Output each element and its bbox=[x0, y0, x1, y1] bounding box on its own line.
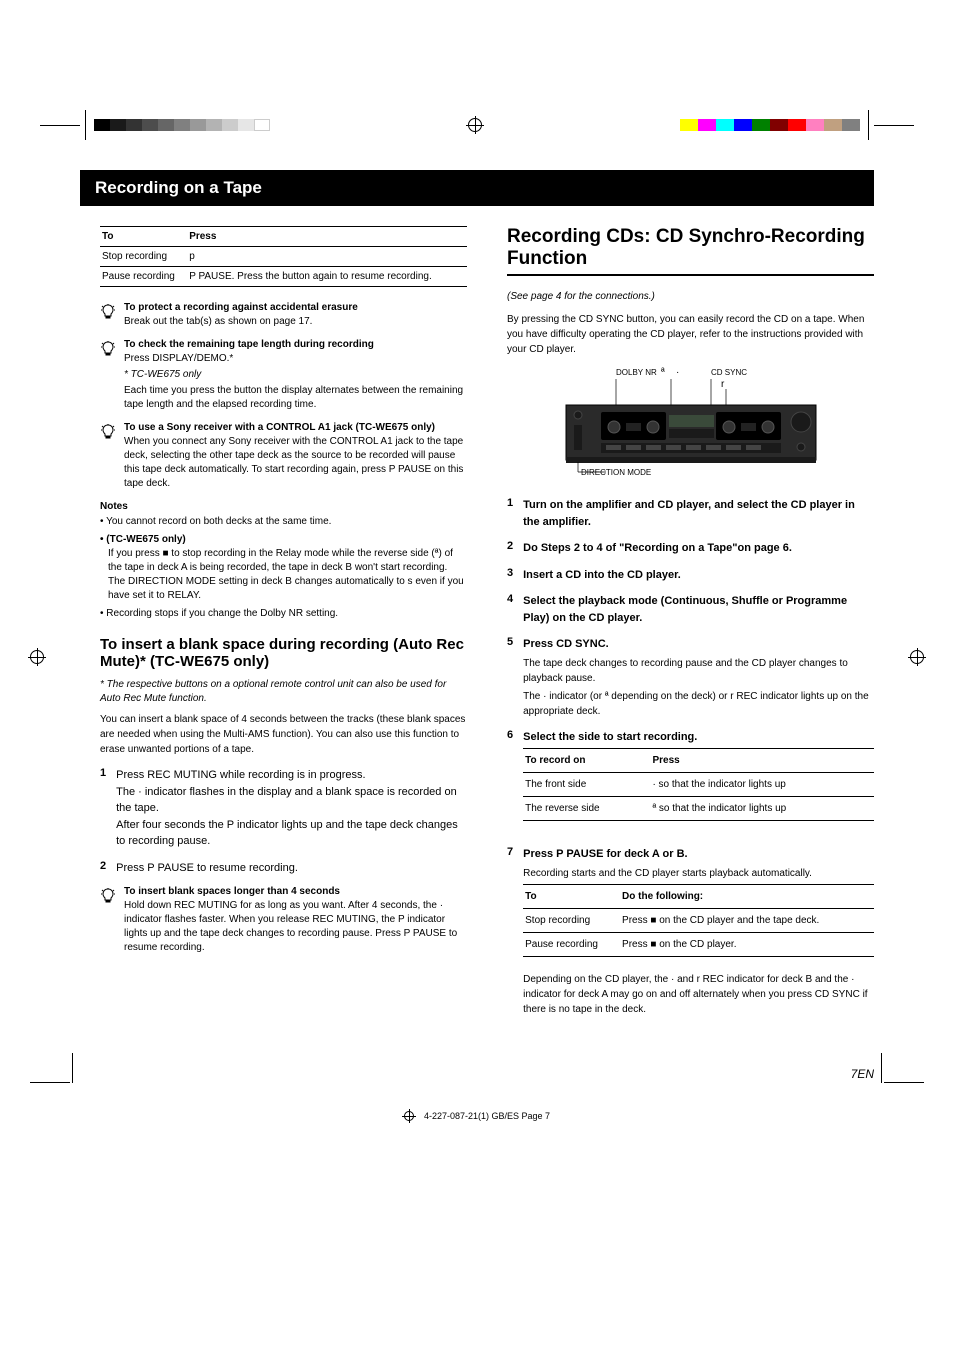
tip-title: To check the remaining tape length durin… bbox=[124, 339, 467, 350]
tip-text: Hold down REC MUTING for as long as you … bbox=[124, 899, 467, 955]
tip-text: Each time you press the button the displ… bbox=[124, 384, 467, 412]
left-column: To Press Stop recording p Pause recordin… bbox=[80, 226, 467, 1027]
step-number: 5 bbox=[507, 636, 513, 719]
svg-text:ª: ª bbox=[661, 367, 665, 378]
note-subtitle: • (TC-WE675 only) bbox=[100, 533, 467, 547]
note-text: If you press ■ to stop recording in the … bbox=[100, 547, 467, 603]
tip-title: To protect a recording against accidenta… bbox=[124, 302, 467, 313]
step-content: Select the side to start recording. To r… bbox=[523, 729, 874, 837]
recording-control-table: To Do the following: Stop recordingPress… bbox=[523, 884, 874, 957]
dolby-label: DOLBY NR bbox=[616, 368, 657, 377]
register-mark-icon bbox=[404, 1111, 414, 1121]
recording-operations-table: To Press Stop recording p Pause recordin… bbox=[100, 226, 467, 287]
svg-text:·: · bbox=[676, 367, 679, 378]
step-content: Press REC MUTING while recording is in p… bbox=[116, 767, 467, 850]
subtitle-text: (See page 4 for the connections.) bbox=[507, 291, 874, 302]
footnote-text: * TC-WE675 only bbox=[124, 368, 467, 382]
table-row: Stop recordingPress ■ on the CD player a… bbox=[523, 908, 874, 932]
table-row: The front side· so that the indicator li… bbox=[523, 773, 874, 797]
footer-filename: 4-227-087-21(1) GB/ES Page 7 bbox=[80, 1111, 874, 1123]
footnote-text: * The respective buttons on a optional r… bbox=[100, 678, 467, 706]
svg-text:DIRECTION MODE: DIRECTION MODE bbox=[581, 468, 651, 477]
step-content: Do Steps 2 to 4 of "Recording on a Tape"… bbox=[523, 540, 874, 557]
note-text: • You cannot record on both decks at the… bbox=[100, 515, 467, 529]
step-number: 6 bbox=[507, 729, 513, 837]
tip-title: To insert blank spaces longer than 4 sec… bbox=[124, 886, 467, 897]
right-column: Recording CDs: CD Synchro-Recording Func… bbox=[507, 226, 874, 1027]
tip-text: Press DISPLAY/DEMO.* bbox=[124, 352, 467, 366]
cd-sync-label: CD SYNC bbox=[711, 368, 747, 377]
step-number: 1 bbox=[507, 497, 513, 530]
side-selection-table: To record on Press The front side· so th… bbox=[523, 748, 874, 821]
table-header: Press bbox=[187, 227, 467, 247]
tape-deck-diagram: DOLBY NR CD SYNC ª · r bbox=[507, 367, 874, 482]
step-number: 2 bbox=[100, 860, 106, 877]
step-number: 1 bbox=[100, 767, 106, 850]
section-heading: To insert a blank space during recording… bbox=[100, 636, 467, 670]
step-number: 3 bbox=[507, 567, 513, 584]
step-content: Select the playback mode (Continuous, Sh… bbox=[523, 593, 874, 626]
tip-lightbulb-icon bbox=[100, 304, 116, 320]
body-text: By pressing the CD SYNC button, you can … bbox=[507, 312, 874, 357]
notes-heading: Notes bbox=[100, 501, 467, 512]
table-row: Pause recording P PAUSE. Press the butto… bbox=[100, 267, 467, 287]
tip-lightbulb-icon bbox=[100, 888, 116, 904]
table-row: Stop recording p bbox=[100, 247, 467, 267]
step-number: 2 bbox=[507, 540, 513, 557]
step-content: Insert a CD into the CD player. bbox=[523, 567, 874, 584]
step-number: 7 bbox=[507, 846, 513, 1017]
crop-marks-bottom bbox=[0, 1053, 954, 1083]
page-header-bar: Recording on a Tape bbox=[80, 170, 874, 206]
note-text: • Recording stops if you change the Dolb… bbox=[100, 607, 467, 621]
step-content: Turn on the amplifier and CD player, and… bbox=[523, 497, 874, 530]
step-content: Press P PAUSE to resume recording. bbox=[116, 860, 467, 877]
tip-title: To use a Sony receiver with a CONTROL A1… bbox=[124, 422, 467, 433]
tip-lightbulb-icon bbox=[100, 341, 116, 357]
table-row: The reverse sideª so that the indicator … bbox=[523, 797, 874, 821]
body-text: You can insert a blank space of 4 second… bbox=[100, 712, 467, 757]
svg-text:r: r bbox=[721, 379, 725, 390]
tip-text: Break out the tab(s) as shown on page 17… bbox=[124, 315, 467, 329]
table-row: Pause recordingPress ■ on the CD player. bbox=[523, 932, 874, 956]
tip-lightbulb-icon bbox=[100, 424, 116, 440]
step-content: Press P PAUSE for deck A or B. Recording… bbox=[523, 846, 874, 1017]
table-header: To bbox=[100, 227, 187, 247]
step-number: 4 bbox=[507, 593, 513, 626]
step-content: Press CD SYNC. The tape deck changes to … bbox=[523, 636, 874, 719]
section-title: Recording CDs: CD Synchro-Recording Func… bbox=[507, 226, 874, 276]
tip-text: When you connect any Sony receiver with … bbox=[124, 435, 467, 491]
